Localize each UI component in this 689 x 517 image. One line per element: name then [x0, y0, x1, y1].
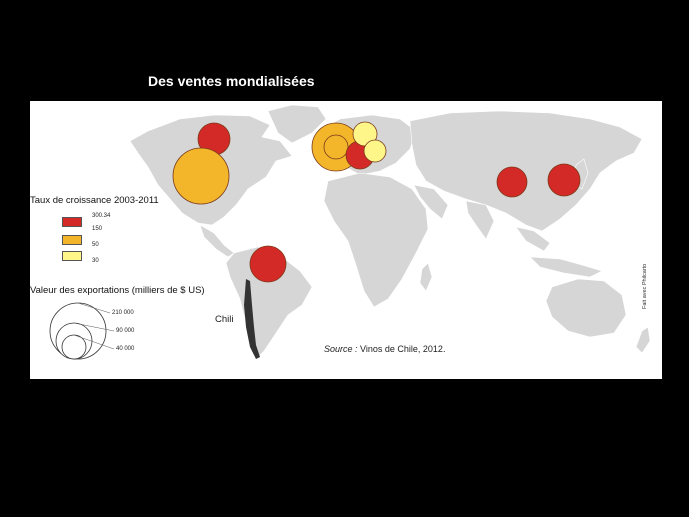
- greenland: [267, 104, 327, 144]
- source-text: Vinos de Chile, 2012.: [360, 344, 446, 354]
- central-america: [199, 224, 235, 258]
- bubble-netherlands: [323, 134, 349, 160]
- new-zealand: [635, 326, 651, 354]
- bubble-china: [496, 166, 528, 198]
- bubble-brazil: [249, 245, 287, 283]
- legend-label-4: 30: [92, 258, 99, 264]
- bubble-poland: [363, 139, 387, 163]
- size-legend-value-2: 90 000: [116, 328, 135, 334]
- australia: [545, 278, 627, 338]
- legend-label-3: 50: [92, 242, 99, 248]
- export-bubbles: [172, 121, 581, 283]
- south-asia: [413, 184, 495, 240]
- map-panel: Taux de croissance 2003-2011 300.34 150 …: [30, 101, 662, 379]
- legend-label-1: 300.34: [92, 213, 111, 219]
- madagascar: [419, 262, 433, 292]
- asia: [409, 110, 643, 232]
- slide-title: Des ventes mondialisées: [148, 73, 315, 89]
- growth-legend-title: Taux de croissance 2003-2011: [30, 195, 159, 206]
- credit-note: Fait avec Philcarto: [642, 263, 648, 309]
- size-legend-value-3: 40 000: [116, 346, 135, 352]
- world-map: [49, 104, 651, 360]
- southeast-asia: [515, 226, 603, 278]
- bubble-usa: [172, 147, 230, 205]
- legend-swatch-red-high: [62, 217, 82, 227]
- size-legend-value-1: 210 000: [112, 310, 134, 316]
- size-legend-title: Valeur des exportations (milliers de $ U…: [30, 285, 205, 296]
- source-prefix: Source :: [324, 344, 358, 354]
- legend-swatch-orange: [62, 235, 82, 245]
- bubble-japan: [547, 163, 581, 197]
- chile-label: Chili: [215, 314, 234, 325]
- size-legend-circles: [49, 302, 107, 360]
- legend-swatch-yellow: [62, 251, 82, 261]
- legend-label-2: 150: [92, 226, 103, 232]
- chile-highlight: [244, 279, 260, 359]
- source-note: Source : Vinos de Chile, 2012.: [324, 344, 445, 354]
- africa: [323, 172, 429, 308]
